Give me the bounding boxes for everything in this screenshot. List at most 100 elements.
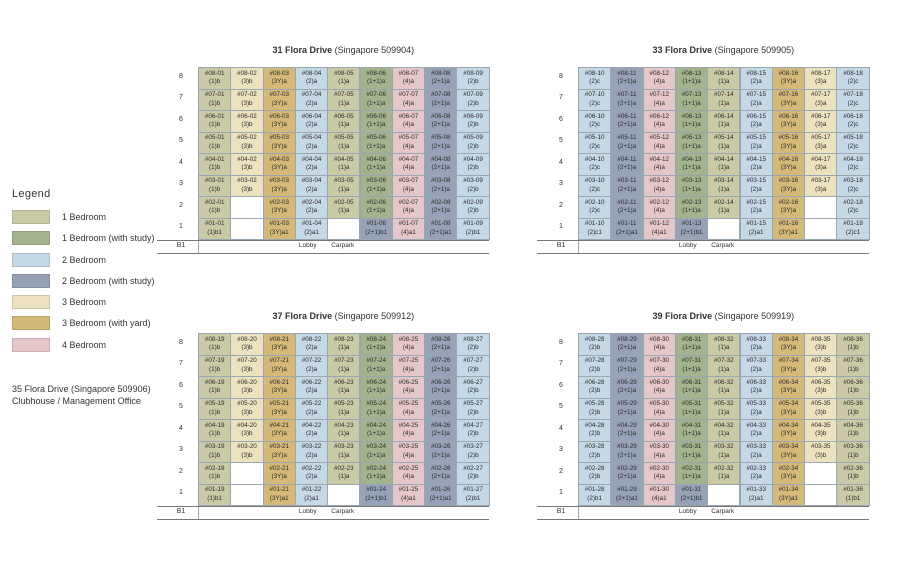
- unit-cell[interactable]: #01-29 (2+1)a1: [610, 483, 644, 506]
- unit-cell[interactable]: #05-09 (2)b: [456, 131, 490, 154]
- unit-cell[interactable]: #05-13 (1+1)a: [674, 131, 709, 154]
- unit-cell[interactable]: #04-24 (1+1)a: [359, 419, 393, 442]
- unit-cell[interactable]: #08-09 (2)b: [456, 67, 490, 90]
- unit-cell[interactable]: #03-23 (1)a: [327, 440, 361, 463]
- unit-cell[interactable]: #03-28 (2)b: [578, 440, 612, 463]
- unit-cell[interactable]: #03-24 (1+1)a: [359, 440, 393, 463]
- unit-cell[interactable]: #06-07 (4)a: [391, 110, 426, 133]
- unit-cell[interactable]: #06-23 (1)a: [327, 376, 361, 399]
- unit-cell[interactable]: #04-29 (2+1)a: [610, 419, 644, 442]
- unit-cell[interactable]: #06-30 (4)a: [642, 376, 676, 399]
- unit-cell[interactable]: #07-19 (1)b: [198, 354, 232, 377]
- unit-cell[interactable]: #02-22 (2)a: [294, 462, 329, 485]
- unit-cell[interactable]: #08-12 (4)a: [642, 67, 676, 90]
- unit-cell[interactable]: #04-19 (1)b: [198, 419, 232, 442]
- unit-cell[interactable]: #06-29 (2+1)a: [610, 376, 644, 399]
- unit-cell[interactable]: #05-26 (2+1)a: [424, 397, 458, 420]
- unit-cell[interactable]: #05-19 (1)b: [198, 397, 232, 420]
- unit-cell[interactable]: #02-23 (1)a: [327, 462, 361, 485]
- unit-cell[interactable]: #03-32 (1)a: [707, 440, 741, 463]
- unit-cell[interactable]: #07-36 (1)b: [836, 354, 870, 377]
- unit-cell[interactable]: #06-25 (4)a: [391, 376, 426, 399]
- unit-cell[interactable]: #08-18 (2)c: [836, 67, 870, 90]
- unit-cell[interactable]: #05-30 (4)a: [642, 397, 676, 420]
- unit-cell[interactable]: #05-02 (3)b: [230, 131, 264, 154]
- unit-cell[interactable]: #08-13 (1+1)a: [674, 67, 709, 90]
- unit-cell[interactable]: #05-04 (2)a: [294, 131, 329, 154]
- unit-cell[interactable]: #03-10 (2)c: [578, 174, 612, 197]
- unit-cell[interactable]: #07-32 (1)a: [707, 354, 741, 377]
- unit-cell[interactable]: #01-09 (2)b1: [456, 217, 490, 240]
- unit-cell[interactable]: #04-23 (1)a: [327, 419, 361, 442]
- unit-cell[interactable]: #01-16 (3Y)a1: [771, 217, 806, 240]
- unit-cell[interactable]: #02-07 (4)a: [391, 196, 426, 219]
- unit-cell[interactable]: #01-30 (4)a1: [642, 483, 676, 506]
- unit-cell[interactable]: #01-31 (2+1)b1: [674, 483, 709, 506]
- unit-cell[interactable]: #06-14 (1)a: [707, 110, 741, 133]
- unit-cell[interactable]: #06-32 (1)a: [707, 376, 741, 399]
- unit-cell[interactable]: #04-08 (2+1)a: [424, 153, 458, 176]
- unit-cell[interactable]: #08-08 (2+1)a: [424, 67, 458, 90]
- unit-cell[interactable]: #02-05 (1)a: [327, 196, 361, 219]
- unit-cell[interactable]: #08-05 (1)a: [327, 67, 361, 90]
- unit-cell[interactable]: #07-29 (2+1)a: [610, 354, 644, 377]
- unit-cell[interactable]: #05-18 (2)c: [836, 131, 870, 154]
- unit-cell[interactable]: #07-05 (1)a: [327, 88, 361, 111]
- unit-cell[interactable]: #06-19 (1)b: [198, 376, 232, 399]
- unit-cell[interactable]: #05-29 (2+1)a: [610, 397, 644, 420]
- unit-cell[interactable]: #08-16 (3Y)a: [771, 67, 806, 90]
- unit-cell[interactable]: #06-06 (1+1)a: [359, 110, 393, 133]
- unit-cell[interactable]: #07-01 (1)b: [198, 88, 232, 111]
- unit-cell[interactable]: #04-09 (2)b: [456, 153, 490, 176]
- unit-cell[interactable]: #01-25 (4)a1: [391, 483, 426, 506]
- unit-cell[interactable]: #05-25 (4)a: [391, 397, 426, 420]
- unit-cell[interactable]: #05-01 (1)b: [198, 131, 232, 154]
- unit-cell[interactable]: #04-27 (2)b: [456, 419, 490, 442]
- unit-cell[interactable]: #08-07 (4)a: [391, 67, 426, 90]
- unit-cell[interactable]: #07-17 (3)a: [804, 88, 838, 111]
- unit-cell[interactable]: #08-04 (2)a: [294, 67, 329, 90]
- unit-cell[interactable]: #01-22 (2)a1: [294, 483, 329, 506]
- unit-cell[interactable]: #08-20 (3)b: [230, 333, 264, 356]
- unit-cell[interactable]: #06-22 (2)a: [294, 376, 329, 399]
- unit-cell[interactable]: #07-20 (3)b: [230, 354, 264, 377]
- unit-cell[interactable]: #07-24 (1+1)a: [359, 354, 393, 377]
- unit-cell[interactable]: #05-10 (2)c: [578, 131, 612, 154]
- unit-cell[interactable]: #02-16 (3Y)a: [771, 196, 806, 219]
- unit-cell[interactable]: #03-36 (1)b: [836, 440, 870, 463]
- unit-cell[interactable]: #07-27 (2)b: [456, 354, 490, 377]
- unit-cell[interactable]: #02-18 (2)c: [836, 196, 870, 219]
- unit-cell[interactable]: #08-26 (2+1)a: [424, 333, 458, 356]
- unit-cell[interactable]: #04-32 (1)a: [707, 419, 741, 442]
- unit-cell[interactable]: #05-21 (3Y)a: [262, 397, 296, 420]
- unit-cell[interactable]: #03-25 (4)a: [391, 440, 426, 463]
- unit-cell[interactable]: #02-32 (1)a: [707, 462, 741, 485]
- unit-cell[interactable]: #02-29 (2+1)a: [610, 462, 644, 485]
- unit-cell[interactable]: #06-17 (3)a: [804, 110, 838, 133]
- unit-cell[interactable]: #01-26 (2+1)a1: [424, 483, 458, 506]
- unit-cell[interactable]: #03-14 (1)a: [707, 174, 741, 197]
- unit-cell[interactable]: #02-28 (2)b: [578, 462, 612, 485]
- unit-cell[interactable]: #03-34 (3Y)a: [771, 440, 806, 463]
- unit-cell[interactable]: #06-10 (2)c: [578, 110, 612, 133]
- unit-cell[interactable]: #05-12 (4)a: [642, 131, 676, 154]
- unit-cell[interactable]: #05-07 (4)a: [391, 131, 426, 154]
- unit-cell[interactable]: #08-25 (4)a: [391, 333, 426, 356]
- unit-cell[interactable]: #08-01 (1)b: [198, 67, 232, 90]
- unit-cell[interactable]: #01-01 (1)b1: [198, 217, 232, 240]
- unit-cell[interactable]: #03-05 (1)a: [327, 174, 361, 197]
- unit-cell[interactable]: #08-02 (3)b: [230, 67, 264, 90]
- unit-cell[interactable]: #01-27 (2)b1: [456, 483, 490, 506]
- unit-cell[interactable]: #04-33 (2)a: [739, 419, 773, 442]
- unit-cell[interactable]: #07-34 (3Y)a: [771, 354, 806, 377]
- unit-cell[interactable]: #04-01 (1)b: [198, 153, 232, 176]
- unit-cell[interactable]: #08-22 (2)a: [294, 333, 329, 356]
- unit-cell[interactable]: #08-03 (3Y)a: [262, 67, 296, 90]
- unit-cell[interactable]: #05-15 (2)a: [739, 131, 773, 154]
- unit-cell[interactable]: #05-22 (2)a: [294, 397, 329, 420]
- unit-cell[interactable]: #06-03 (3Y)a: [262, 110, 296, 133]
- unit-cell[interactable]: #05-24 (1+1)a: [359, 397, 393, 420]
- unit-cell[interactable]: #05-16 (3Y)a: [771, 131, 806, 154]
- unit-cell[interactable]: #04-02 (3)b: [230, 153, 264, 176]
- unit-cell[interactable]: #08-11 (2+1)a: [610, 67, 644, 90]
